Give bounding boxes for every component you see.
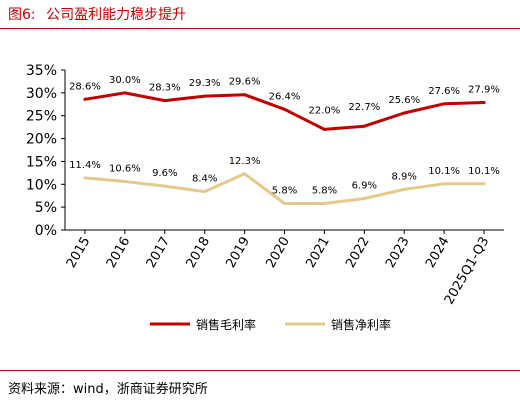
data-point	[163, 184, 167, 188]
data-label: 22.7%	[348, 102, 380, 113]
data-label: 25.6%	[388, 95, 420, 106]
data-label: 9.6%	[152, 168, 177, 179]
y-tick-label: 15%	[26, 154, 57, 170]
data-label: 8.4%	[192, 174, 217, 185]
data-label: 5.8%	[272, 185, 297, 196]
data-label: 28.3%	[149, 83, 181, 94]
figure-number: 图6:	[8, 7, 36, 23]
y-tick-label: 25%	[26, 109, 57, 125]
data-point	[482, 100, 486, 104]
x-tick-label: 2016	[104, 235, 134, 271]
data-label: 10.6%	[109, 164, 141, 175]
data-point	[322, 201, 326, 205]
data-label: 29.3%	[189, 78, 221, 89]
data-point	[123, 180, 127, 184]
y-tick-label: 10%	[26, 177, 57, 193]
legend-label-2: 销售净利率	[331, 317, 391, 332]
y-tick-label: 35%	[26, 63, 57, 79]
data-point	[83, 176, 87, 180]
data-label: 10.1%	[468, 166, 500, 177]
data-point	[283, 201, 286, 205]
data-label: 29.6%	[229, 77, 261, 88]
x-tick-label: 2022	[343, 235, 373, 271]
x-tick-label: 2021	[303, 235, 333, 271]
y-tick-label: 5%	[35, 200, 57, 216]
data-label: 22.0%	[309, 105, 341, 116]
data-point	[243, 93, 247, 97]
data-point	[402, 111, 406, 115]
data-point	[83, 97, 87, 101]
figure-title: 图6: 公司盈利能力稳步提升	[8, 4, 186, 24]
data-label: 26.4%	[269, 91, 301, 102]
data-point	[482, 182, 486, 186]
y-tick-label: 0%	[35, 223, 57, 239]
x-tick-label: 2020	[263, 235, 293, 271]
y-tick-label: 30%	[26, 86, 57, 102]
figure-title-text: 公司盈利能力稳步提升	[46, 7, 187, 23]
data-label: 10.1%	[428, 166, 460, 177]
x-tick-label: 2024	[423, 235, 453, 271]
data-label: 28.6%	[69, 81, 101, 92]
data-point	[203, 190, 207, 194]
data-label: 5.8%	[312, 185, 337, 196]
data-label: 27.6%	[428, 86, 460, 97]
data-point	[362, 124, 366, 128]
data-point	[123, 91, 127, 95]
data-point	[243, 172, 247, 176]
data-point	[322, 127, 326, 131]
data-label: 11.4%	[69, 160, 101, 171]
data-point	[362, 196, 366, 200]
data-point	[402, 187, 406, 191]
data-point	[283, 107, 286, 111]
data-label: 30.0%	[109, 75, 141, 86]
data-point	[442, 182, 446, 186]
x-tick-label: 2019	[224, 235, 254, 271]
data-label: 12.3%	[229, 156, 261, 167]
title-rule	[0, 28, 520, 29]
x-tick-label: 2015	[64, 235, 94, 271]
data-label: 8.9%	[392, 171, 417, 182]
y-tick-label: 20%	[26, 132, 57, 148]
data-label: 6.9%	[352, 180, 377, 191]
data-point	[203, 94, 207, 98]
source-rule	[0, 370, 520, 371]
x-tick-label: 2017	[144, 235, 174, 271]
legend-label-1: 销售毛利率	[196, 317, 256, 332]
source-note: 资料来源：wind，浙商证券研究所	[8, 382, 208, 397]
data-point	[442, 102, 446, 106]
data-point	[163, 99, 167, 103]
x-tick-label: 2018	[184, 235, 214, 271]
line-chart: 0% 5% 10% 15% 20% 25% 30% 35% 2015 2016 2017 2018 20…	[26, 63, 504, 332]
data-label: 27.9%	[468, 84, 500, 95]
x-tick-label: 2023	[383, 235, 413, 271]
